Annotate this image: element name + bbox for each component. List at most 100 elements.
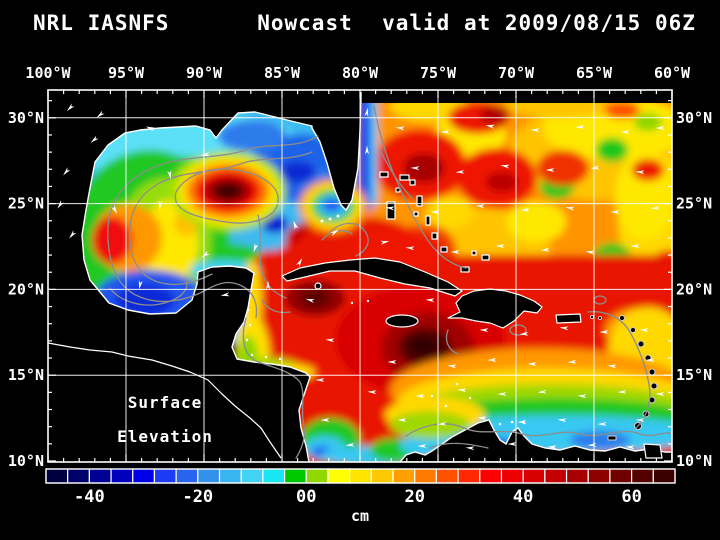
axis-label: 60°W bbox=[654, 64, 691, 82]
graticule bbox=[48, 90, 672, 462]
colorbar-cell bbox=[565, 468, 589, 484]
ssh-contour bbox=[109, 279, 188, 306]
axis-label: 10°N bbox=[676, 452, 712, 470]
axis-label: 95°W bbox=[108, 64, 145, 82]
island-lesser-antilles bbox=[637, 340, 645, 348]
island-speck bbox=[328, 217, 332, 221]
ssh-contour bbox=[242, 317, 306, 459]
ssh-field-blob bbox=[301, 289, 329, 307]
ssh-contour bbox=[593, 295, 607, 305]
island-speck bbox=[250, 353, 254, 357]
axis-label: 85°W bbox=[264, 64, 301, 82]
colorbar-cell bbox=[153, 468, 177, 484]
axis-label: 10°N bbox=[8, 452, 44, 470]
island-bahamas bbox=[409, 179, 416, 186]
island-bahamas bbox=[379, 171, 389, 178]
island-speck bbox=[245, 338, 249, 342]
island-speck bbox=[248, 323, 252, 327]
island-speck bbox=[350, 301, 354, 305]
island-bahamas bbox=[425, 215, 431, 226]
island-speck bbox=[246, 308, 250, 312]
island-speck bbox=[498, 422, 502, 426]
colorbar-cell bbox=[67, 468, 90, 484]
axis-label: 15°N bbox=[676, 366, 712, 384]
ssh-field-blob bbox=[358, 92, 364, 214]
island-isla-juventud bbox=[314, 282, 322, 290]
ssh-field-blob bbox=[218, 120, 286, 152]
ssh-field-blob bbox=[364, 94, 369, 212]
ssh-field-blob bbox=[486, 172, 518, 192]
ssh-contour bbox=[405, 423, 672, 437]
island-speck bbox=[455, 382, 459, 386]
ssh-contour bbox=[261, 299, 291, 314]
colorbar-cell bbox=[45, 468, 69, 484]
axis-label: 30°N bbox=[676, 109, 712, 127]
axis-label: 90°W bbox=[186, 64, 223, 82]
island-speck bbox=[245, 214, 526, 426]
island-bahamas bbox=[416, 195, 423, 207]
ssh-contour bbox=[379, 149, 413, 199]
colorbar-cell bbox=[652, 468, 676, 484]
island-puerto-rico bbox=[555, 313, 582, 324]
colorbar-tick-label: 60 bbox=[621, 487, 641, 507]
ssh-field-blob bbox=[506, 202, 566, 242]
colorbar-cell bbox=[197, 468, 221, 484]
colorbar-tick-label: -40 bbox=[74, 487, 105, 507]
ssh-field-blob bbox=[537, 150, 589, 186]
title-model: NRL IASNFS bbox=[33, 11, 169, 35]
ssh-contour bbox=[587, 311, 651, 429]
colorbar-tick-label: 40 bbox=[513, 487, 533, 507]
island-speck bbox=[510, 420, 514, 424]
colorbar-cell bbox=[500, 468, 524, 484]
island-lesser-antilles bbox=[589, 314, 595, 320]
colorbar-border bbox=[45, 468, 676, 484]
axis-label: 80°W bbox=[342, 64, 379, 82]
island-bahamas bbox=[471, 250, 477, 256]
island-speck bbox=[278, 357, 282, 361]
colorbar-cell bbox=[218, 468, 242, 484]
title-product: Nowcast bbox=[257, 11, 353, 35]
island-bahamas bbox=[460, 266, 470, 273]
coastline-pacific bbox=[48, 342, 282, 459]
axis-labels: 100°W 95°W 90°W 85°W 80°W 75°W 70°W 65°W 60°W 30°… bbox=[8, 64, 712, 470]
island-lesser-antilles bbox=[630, 327, 636, 333]
ssh-contour bbox=[429, 442, 489, 449]
island-speck bbox=[320, 219, 324, 223]
colorbar-cell bbox=[479, 468, 503, 484]
axis-label: 100°W bbox=[25, 64, 71, 82]
island-speck bbox=[336, 214, 340, 218]
ssh-field-blob bbox=[604, 101, 640, 119]
colorbar-cell bbox=[392, 468, 416, 484]
ssh-field-blob bbox=[214, 183, 242, 199]
ssh-contour bbox=[373, 105, 467, 269]
colorbar-unit-label: cm bbox=[351, 507, 369, 525]
colorbar-cell bbox=[327, 468, 351, 484]
axis-label: 30°N bbox=[8, 109, 44, 127]
island-bahamas bbox=[399, 174, 410, 181]
ssh-field-blob bbox=[480, 106, 510, 124]
colorbar-tick-label: -20 bbox=[182, 487, 213, 507]
axis-label: 15°N bbox=[8, 366, 44, 384]
colorbar-tick-labels: -40 -20 00 20 40 60 bbox=[74, 487, 642, 507]
island-speck bbox=[366, 299, 370, 303]
colorbar-cell bbox=[262, 468, 286, 484]
island-bahamas bbox=[440, 246, 448, 253]
island-bahamas bbox=[413, 211, 419, 217]
island-speck bbox=[444, 404, 448, 408]
colorbar-cell bbox=[587, 468, 611, 484]
contours bbox=[107, 105, 672, 459]
ssh-contour bbox=[128, 151, 313, 286]
ssh-contour bbox=[329, 222, 369, 257]
axis-label: 20°N bbox=[8, 280, 44, 298]
colorbar-cell bbox=[435, 468, 459, 484]
colorbar-cell bbox=[370, 468, 394, 484]
ssh-field-blob bbox=[596, 138, 628, 162]
island-bahamas bbox=[431, 232, 438, 240]
island-speck bbox=[430, 394, 434, 398]
ssh-contour bbox=[509, 324, 527, 336]
axis-label: 70°W bbox=[498, 64, 535, 82]
ssh-field-blob bbox=[280, 161, 316, 183]
colorbar-cell bbox=[305, 468, 329, 484]
axis-label: 65°W bbox=[576, 64, 613, 82]
